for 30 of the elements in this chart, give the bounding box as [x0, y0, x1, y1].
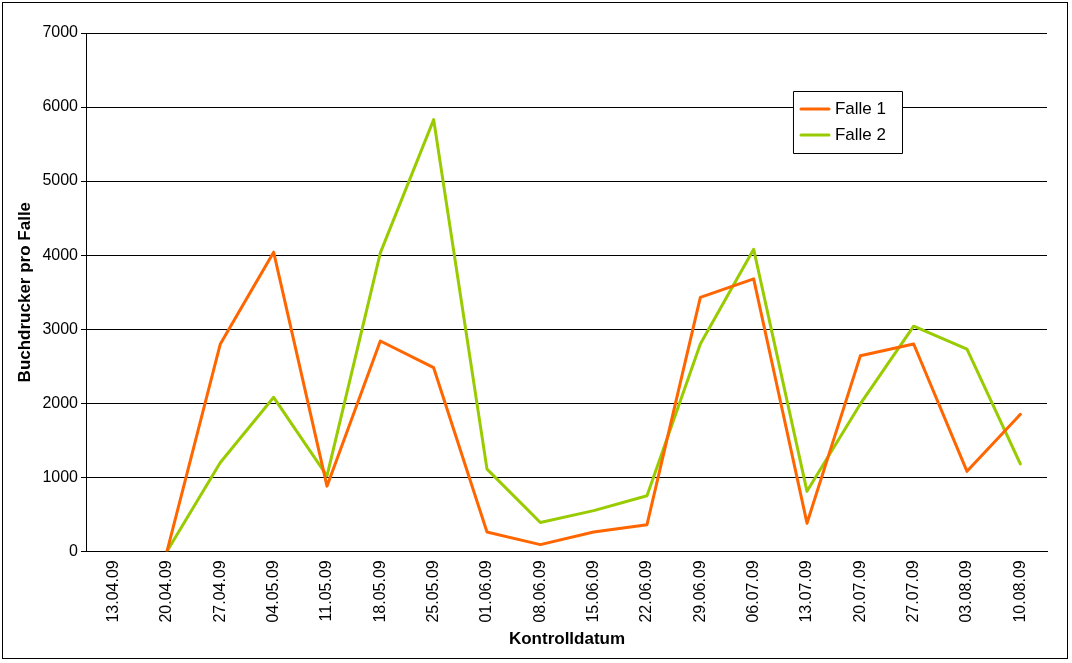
legend-label: Falle 1	[834, 98, 887, 118]
x-tick-label: 18.05.09	[370, 560, 388, 623]
y-tick-label: 5000	[42, 171, 79, 189]
legend-label: Falle 2	[834, 124, 887, 144]
y-tick-label: 0	[69, 541, 79, 559]
y-tick-label: 4000	[42, 245, 79, 263]
y-tick-label: 1000	[42, 467, 79, 485]
x-tick-label: 13.07.09	[797, 560, 815, 623]
x-tick-label: 11.05.09	[317, 560, 335, 622]
y-tick-label: 2000	[42, 393, 79, 411]
y-tick-label: 6000	[42, 97, 79, 115]
x-tick-label: 22.06.09	[637, 560, 655, 623]
x-tick-label: 29.06.09	[690, 560, 708, 623]
x-tick-label: 06.07.09	[744, 560, 762, 623]
x-tick-label: 27.04.09	[210, 560, 228, 623]
x-tick-label: 08.06.09	[530, 560, 548, 623]
x-tick-label: 01.06.09	[477, 560, 495, 623]
x-tick-label: 20.07.09	[850, 560, 868, 623]
x-tick-label: 20.04.09	[157, 560, 175, 623]
x-tick-label: 15.06.09	[584, 560, 602, 623]
x-tick-label: 27.07.09	[904, 560, 922, 623]
y-tick-label: 7000	[42, 23, 79, 41]
x-tick-label: 13.04.09	[104, 560, 122, 623]
y-axis-title: Buchdrucker pro Falle	[14, 201, 34, 383]
x-tick-label: 03.08.09	[957, 560, 975, 623]
y-tick-label: 3000	[42, 319, 79, 337]
x-tick-label: 25.05.09	[424, 560, 442, 623]
x-axis-title: Kontrolldatum	[508, 629, 626, 649]
x-tick-label: 04.05.09	[264, 560, 282, 623]
x-tick-label: 10.08.09	[1010, 560, 1028, 623]
